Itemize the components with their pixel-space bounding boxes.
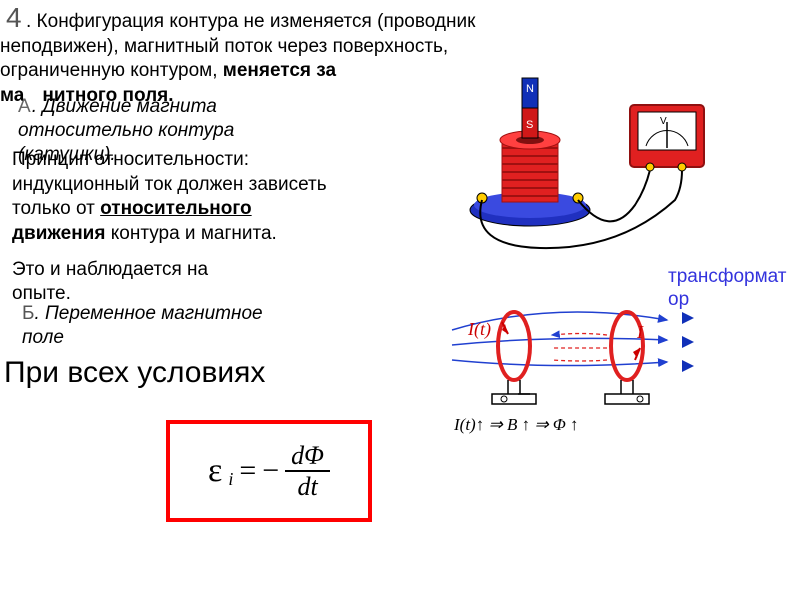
p1-l1: . Конфигурация контура не изменяется (пр…	[26, 11, 475, 32]
p1-l3b: меняется за	[223, 60, 336, 81]
section-b-text2: поле	[22, 327, 64, 348]
i-label: I	[636, 322, 644, 342]
formula-epsilon: ε	[208, 452, 222, 490]
section-b-label: Б	[22, 303, 34, 324]
p1-l3: ограниченную контуром, меняется за	[0, 60, 336, 81]
transformer-diagram: I(t) I I(t)↑ ⇒ B ↑ ⇒ Φ ↑	[432, 290, 752, 440]
transformer-l1: трансформат	[668, 266, 787, 287]
principle-l4b: контура и магнита.	[105, 223, 276, 244]
p1-l2: неподвижен), магнитный поток через повер…	[0, 36, 448, 57]
all-conditions: При всех условиях	[4, 356, 265, 390]
formula-sub: i	[228, 469, 233, 490]
principle-l2: индукционный ток должен зависеть	[12, 174, 327, 195]
formula: εi = − dΦ dt	[208, 442, 330, 501]
magnet-coil-diagram: N S V	[420, 70, 720, 260]
section-a-text1: . Движение магнита	[32, 96, 217, 117]
formula-box: εi = − dΦ dt	[166, 420, 372, 522]
principle-l3b: относительного	[100, 198, 252, 219]
topic-number: 4	[6, 2, 22, 34]
section-a-label: А	[18, 96, 32, 117]
intro-paragraph: . Конфигурация контура не изменяется (пр…	[26, 10, 475, 109]
i-of-t-label: I(t)	[467, 319, 491, 340]
relation-text: I(t)↑ ⇒ B ↑ ⇒ Φ ↑	[453, 415, 579, 434]
formula-den: dt	[291, 472, 323, 500]
observe-text: Это и наблюдается на опыте.	[12, 258, 208, 306]
p1-l3a: ограниченную контуром,	[0, 60, 223, 81]
section-b: Б. Переменное магнитное поле	[22, 302, 263, 350]
magnet-n-label: N	[526, 83, 534, 95]
section-a-text2: относительно контура	[18, 120, 234, 141]
section-b-text: . Переменное магнитное	[34, 303, 262, 324]
principle-l1: Принцип относительности:	[12, 149, 249, 170]
observe-l2: опыте.	[12, 283, 71, 304]
principle-l3a: только от	[12, 198, 100, 219]
magnet-s-label: S	[526, 119, 533, 131]
principle-l4a: движения	[12, 223, 105, 244]
svg-text:V: V	[660, 116, 667, 127]
formula-fraction: dΦ dt	[285, 442, 330, 501]
formula-eq: =	[239, 454, 256, 488]
observe-l1: Это и наблюдается на	[12, 259, 208, 280]
formula-num: dΦ	[285, 442, 330, 472]
formula-minus: −	[262, 454, 279, 488]
principle-text: Принцип относительности: индукционный то…	[12, 148, 327, 247]
